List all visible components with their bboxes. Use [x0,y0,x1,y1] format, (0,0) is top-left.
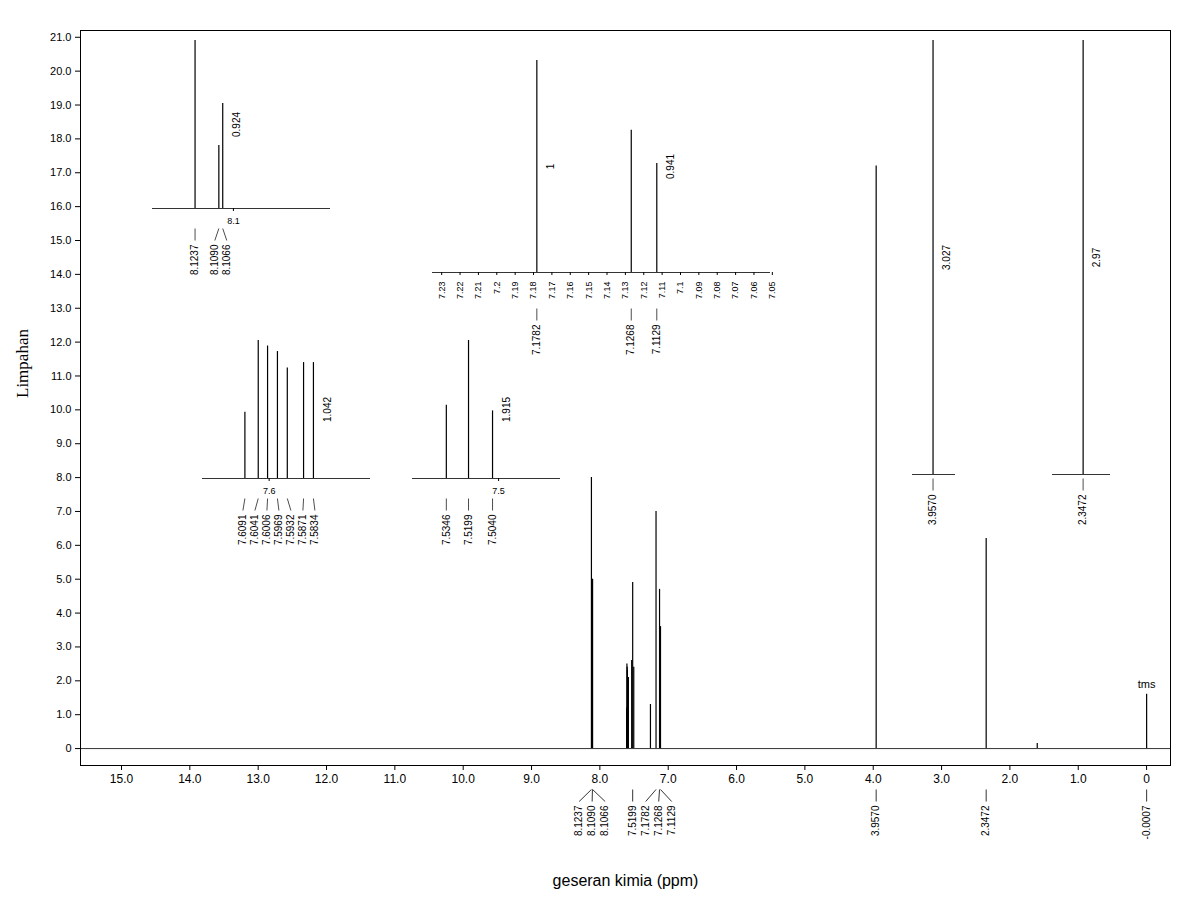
svg-text:7.16: 7.16 [565,282,575,300]
svg-text:2.3472: 2.3472 [980,805,991,836]
svg-text:2.0: 2.0 [56,674,71,686]
svg-text:2.0: 2.0 [1002,772,1019,786]
svg-text:7.13: 7.13 [620,282,630,300]
svg-text:7.5040: 7.5040 [487,514,498,545]
svg-text:7.5199: 7.5199 [627,805,638,836]
svg-text:-0.0007: -0.0007 [1141,805,1152,839]
svg-text:2.3472: 2.3472 [1077,494,1088,525]
svg-text:7.1268: 7.1268 [653,805,664,836]
svg-text:7.14: 7.14 [602,282,612,300]
svg-text:7.5834: 7.5834 [309,514,320,545]
svg-text:17.0: 17.0 [50,166,71,178]
svg-text:0: 0 [65,742,71,754]
svg-text:8.1237: 8.1237 [189,244,200,275]
svg-text:7.1129: 7.1129 [666,805,677,835]
svg-text:7.6041: 7.6041 [249,514,260,545]
svg-text:7.0: 7.0 [56,505,71,517]
svg-text:7.18: 7.18 [528,282,538,300]
svg-text:7.0: 7.0 [660,772,677,786]
svg-text:14.0: 14.0 [178,772,202,786]
svg-text:16.0: 16.0 [50,200,71,212]
svg-text:7.21: 7.21 [473,282,483,300]
svg-text:7.15: 7.15 [584,282,594,300]
svg-text:5.0: 5.0 [56,573,71,585]
svg-text:7.6006: 7.6006 [261,514,272,545]
svg-text:7.5969: 7.5969 [273,514,284,545]
svg-text:7.1782: 7.1782 [531,324,542,355]
svg-text:8.1090: 8.1090 [586,805,597,836]
svg-text:6.0: 6.0 [56,539,71,551]
svg-text:12.0: 12.0 [315,772,339,786]
svg-text:9.0: 9.0 [56,437,71,449]
svg-text:8.1066: 8.1066 [221,244,232,275]
svg-text:7.1129: 7.1129 [651,324,662,354]
svg-text:1.0: 1.0 [1070,772,1087,786]
svg-text:6.0: 6.0 [728,772,745,786]
svg-text:Limpahan: Limpahan [13,329,32,398]
svg-text:7.1: 7.1 [675,282,685,295]
svg-text:13.0: 13.0 [50,302,71,314]
svg-text:7.17: 7.17 [547,282,557,300]
svg-text:geseran kimia (ppm): geseran kimia (ppm) [553,872,699,889]
svg-text:8.1237: 8.1237 [573,805,584,836]
svg-text:7.06: 7.06 [749,282,759,300]
svg-text:3.027: 3.027 [941,245,952,270]
svg-text:11.0: 11.0 [51,370,72,382]
svg-text:2.97: 2.97 [1091,247,1102,267]
svg-text:8.1066: 8.1066 [599,805,610,836]
svg-text:1.042: 1.042 [322,397,333,422]
svg-text:7.5932: 7.5932 [285,514,296,545]
svg-text:1.915: 1.915 [501,397,512,422]
svg-text:15.0: 15.0 [110,772,134,786]
svg-text:19.0: 19.0 [50,99,71,111]
svg-text:7.6091: 7.6091 [237,514,248,545]
svg-text:7.5199: 7.5199 [463,514,474,545]
svg-text:7.2: 7.2 [492,282,502,295]
svg-text:7.1782: 7.1782 [640,805,651,836]
svg-text:15.0: 15.0 [50,234,71,246]
svg-text:12.0: 12.0 [50,336,71,348]
svg-text:0: 0 [1143,772,1150,786]
svg-text:7.6: 7.6 [263,486,276,496]
svg-text:tms: tms [1138,678,1156,690]
svg-text:0.941: 0.941 [665,154,676,179]
svg-text:10.0: 10.0 [50,403,71,415]
svg-text:7.5: 7.5 [492,486,505,496]
svg-text:7.07: 7.07 [730,282,740,300]
svg-text:14.0: 14.0 [50,268,71,280]
svg-text:7.19: 7.19 [510,282,520,300]
svg-text:7.22: 7.22 [455,282,465,300]
svg-text:7.12: 7.12 [639,282,649,300]
svg-text:7.08: 7.08 [712,282,722,300]
svg-text:13.0: 13.0 [247,772,271,786]
svg-text:7.5346: 7.5346 [441,514,452,545]
svg-text:3.9570: 3.9570 [870,805,881,836]
svg-text:8.1: 8.1 [227,216,240,226]
svg-text:8.0: 8.0 [592,772,609,786]
svg-text:3.0: 3.0 [56,640,71,652]
svg-text:3.9570: 3.9570 [927,494,938,525]
svg-text:1: 1 [545,163,556,169]
svg-text:10.0: 10.0 [452,772,476,786]
svg-text:18.0: 18.0 [50,132,71,144]
svg-text:5.0: 5.0 [797,772,814,786]
svg-text:8.1090: 8.1090 [209,244,220,275]
svg-text:7.11: 7.11 [657,282,667,299]
svg-text:7.1268: 7.1268 [625,324,636,355]
svg-text:7.23: 7.23 [437,282,447,300]
svg-text:4.0: 4.0 [56,607,71,619]
svg-text:11.0: 11.0 [384,772,407,786]
svg-text:21.0: 21.0 [50,31,71,43]
svg-text:20.0: 20.0 [50,65,71,77]
svg-text:4.0: 4.0 [865,772,882,786]
svg-text:7.09: 7.09 [694,282,704,300]
svg-text:1.0: 1.0 [56,708,71,720]
svg-text:3.0: 3.0 [933,772,950,786]
svg-text:7.5871: 7.5871 [297,514,308,545]
svg-text:8.0: 8.0 [56,471,71,483]
svg-text:7.05: 7.05 [767,282,777,300]
svg-text:0.924: 0.924 [231,112,242,137]
svg-text:9.0: 9.0 [523,772,540,786]
